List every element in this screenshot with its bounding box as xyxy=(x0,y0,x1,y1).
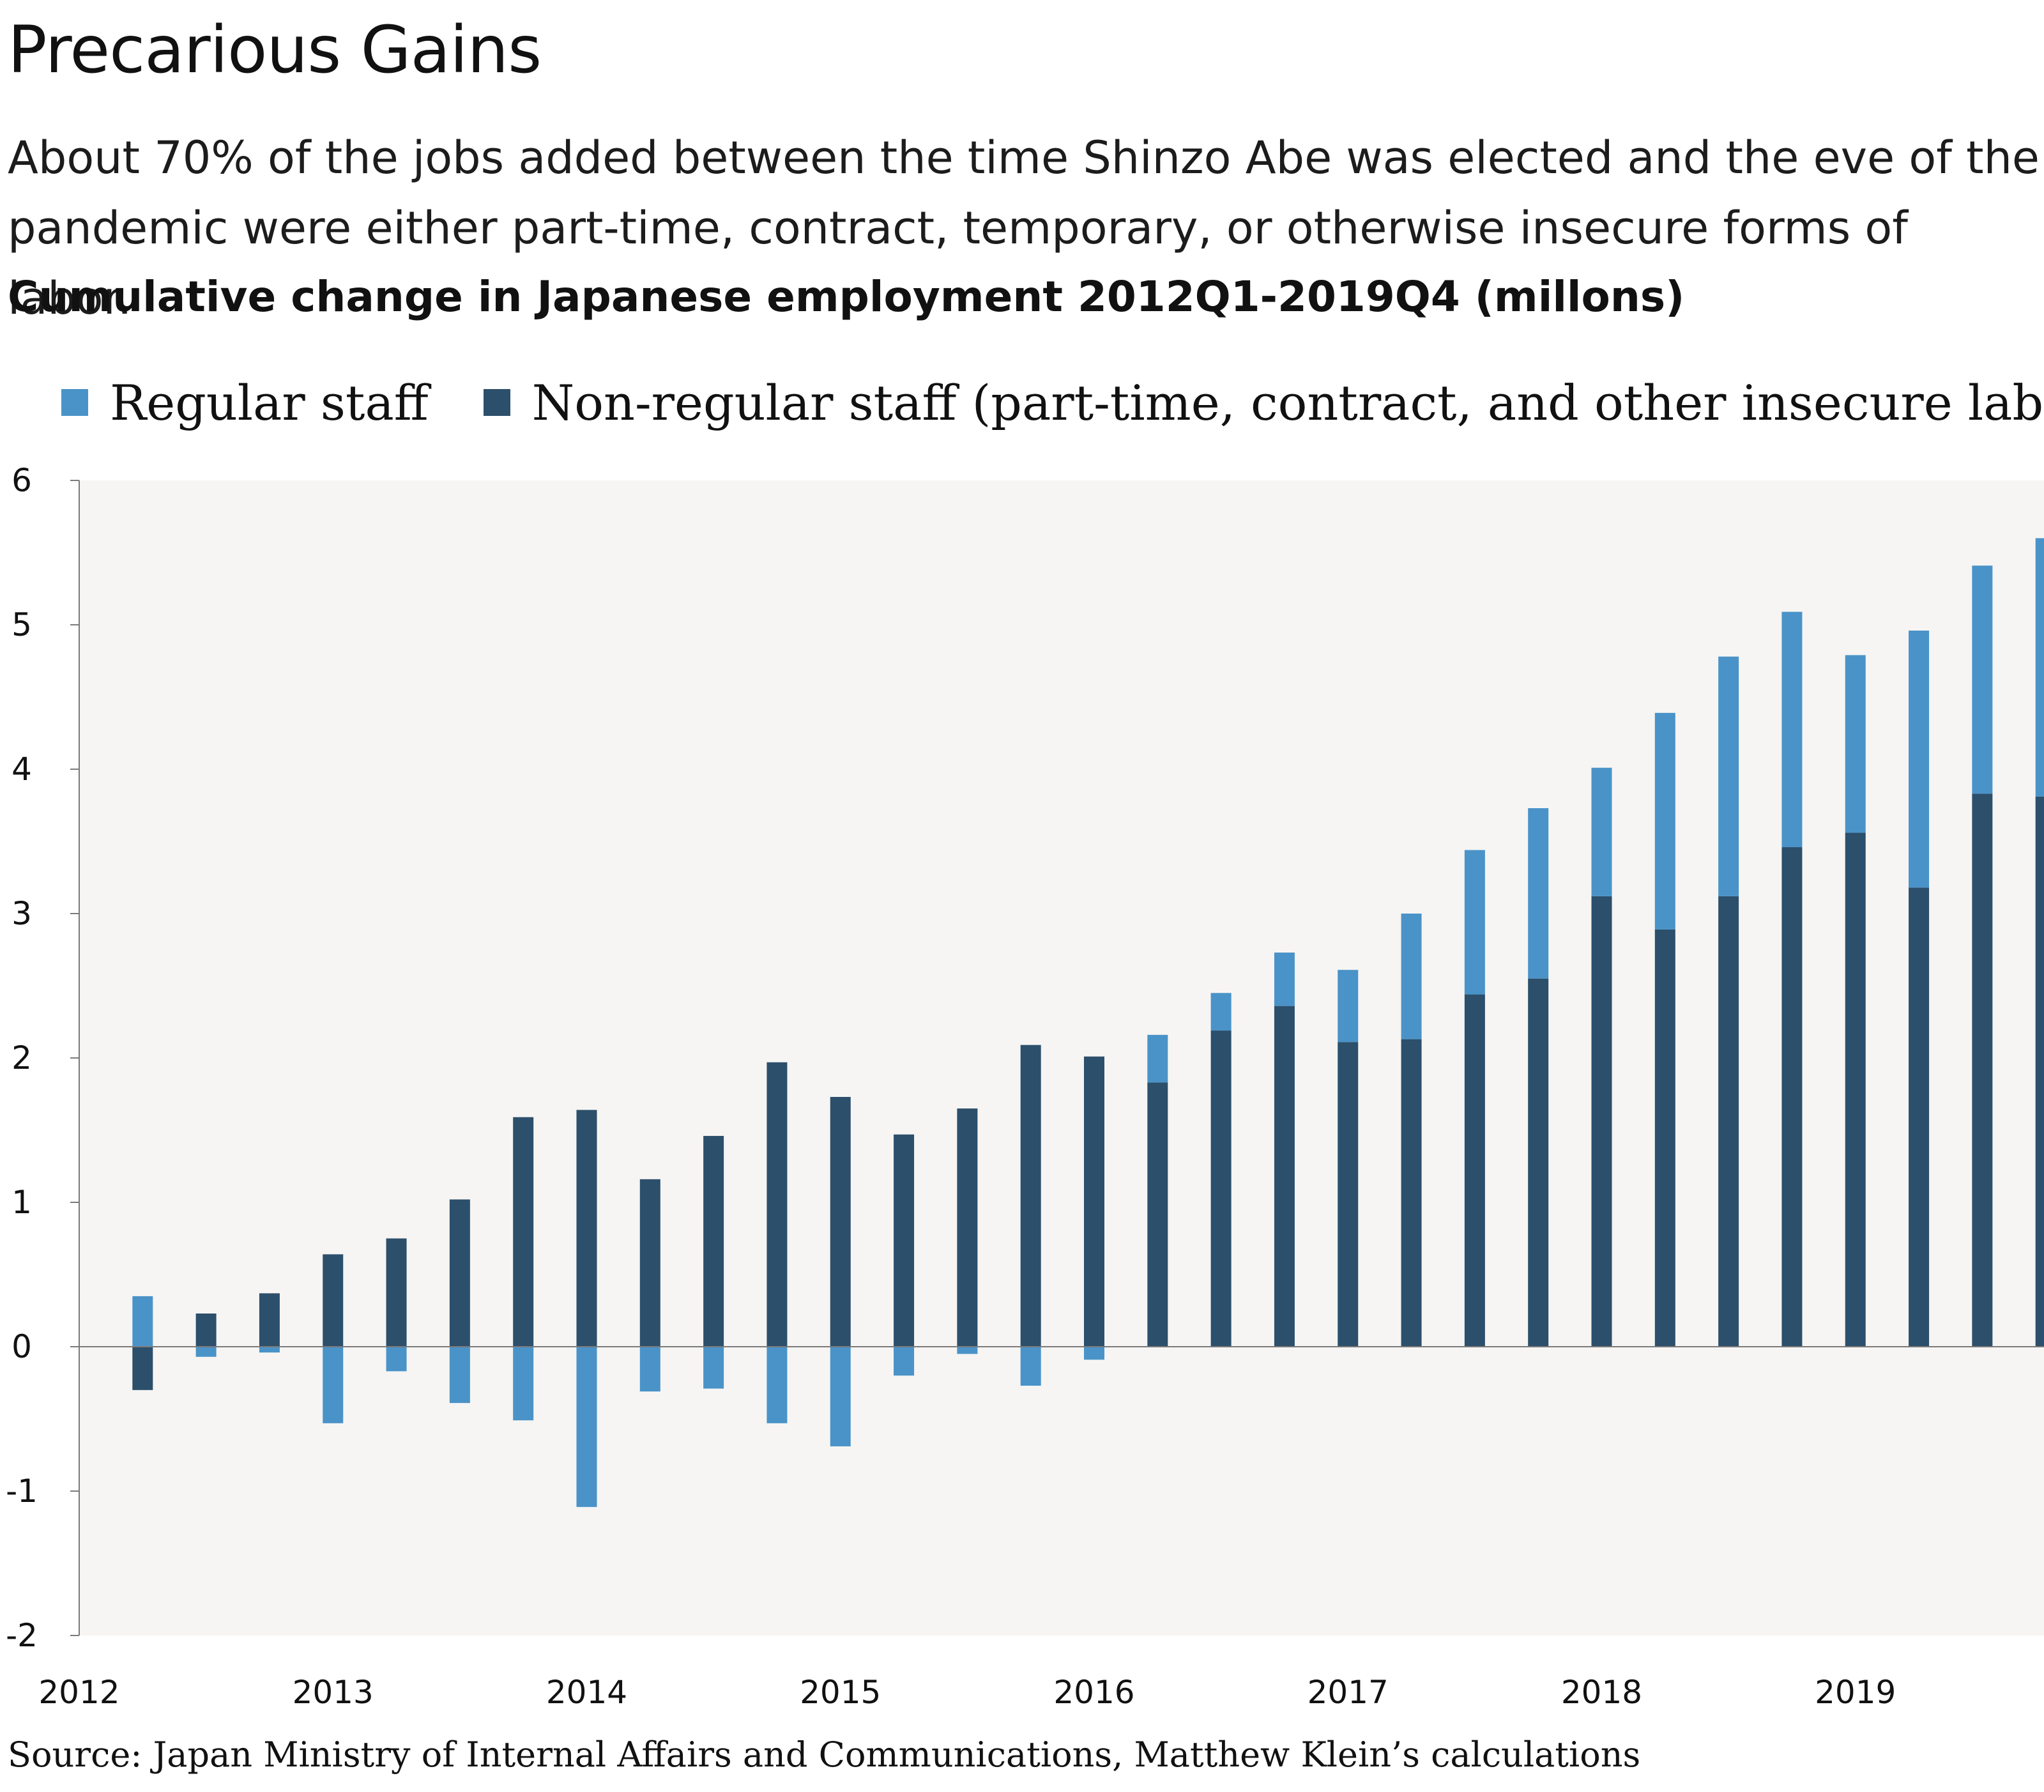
bar-regular xyxy=(1210,993,1232,1031)
legend: Regular staff Non-regular staff (part-ti… xyxy=(61,371,2044,434)
y-tick-label: 3 xyxy=(11,895,32,932)
bar-non-regular xyxy=(1909,887,1930,1347)
bar-regular xyxy=(132,1296,153,1347)
legend-label-regular: Regular staff xyxy=(110,374,429,431)
plot-area xyxy=(79,480,2044,1635)
chart-heading: Cumulative change in Japanese employment… xyxy=(8,272,1685,321)
bar-regular xyxy=(195,1347,217,1357)
bar-non-regular xyxy=(766,1062,788,1347)
bar-regular xyxy=(766,1347,788,1423)
legend-label-non-regular: Non-regular staff (part-time, contract, … xyxy=(531,374,2044,431)
bar-regular xyxy=(1274,953,1295,1006)
bar-regular xyxy=(1528,808,1549,979)
bar-regular xyxy=(513,1347,534,1421)
bar-regular xyxy=(1591,767,1612,896)
bar-non-regular xyxy=(576,1110,597,1347)
bar-non-regular xyxy=(1845,832,1866,1347)
y-tick-label: 4 xyxy=(11,751,32,788)
bar-non-regular xyxy=(1591,896,1612,1347)
y-tick-label: -1 xyxy=(6,1473,38,1510)
y-tick-label: 1 xyxy=(11,1184,32,1221)
bar-non-regular xyxy=(259,1293,280,1347)
bar-regular xyxy=(259,1347,280,1353)
y-tick-label: 6 xyxy=(11,462,32,499)
bar-regular xyxy=(2035,538,2044,797)
bar-non-regular xyxy=(1781,847,1803,1347)
bar-non-regular xyxy=(830,1097,851,1347)
bar-regular xyxy=(449,1347,470,1404)
bar-non-regular xyxy=(513,1117,534,1347)
legend-item-regular: Regular staff xyxy=(61,374,429,431)
bar-regular xyxy=(1845,655,1866,833)
bar-regular xyxy=(1909,631,1930,888)
bar-regular xyxy=(1020,1347,1041,1386)
y-tick-label: 5 xyxy=(11,606,32,643)
x-tick-label: 2019 xyxy=(1815,1674,1896,1711)
legend-swatch-non-regular xyxy=(483,389,510,416)
x-tick-label: 2017 xyxy=(1308,1674,1389,1711)
legend-swatch-regular xyxy=(61,389,88,416)
bar-non-regular xyxy=(1274,1006,1295,1347)
x-tick-label: 2016 xyxy=(1053,1674,1134,1711)
y-tick-label: 2 xyxy=(11,1039,32,1076)
chart-title: Precarious Gains xyxy=(8,12,542,88)
bar-regular xyxy=(1972,565,1993,794)
bar-regular xyxy=(1147,1034,1168,1083)
x-tick-label: 2013 xyxy=(293,1674,374,1711)
x-tick-label: 2015 xyxy=(800,1674,881,1711)
bar-regular xyxy=(639,1347,660,1392)
bar-regular xyxy=(1654,712,1675,930)
y-tick-label: 0 xyxy=(11,1328,32,1365)
bar-non-regular xyxy=(2035,796,2044,1347)
chart-subtitle: About 70% of the jobs added between the … xyxy=(8,132,2040,325)
bar-regular xyxy=(957,1347,978,1354)
bar-non-regular xyxy=(1147,1082,1168,1347)
bar-non-regular xyxy=(1401,1039,1422,1347)
x-tick-label: 2018 xyxy=(1561,1674,1642,1711)
bar-regular xyxy=(323,1347,344,1423)
source-note: Source: Japan Ministry of Internal Affai… xyxy=(8,1735,1641,1775)
bar-regular xyxy=(386,1347,407,1372)
bar-non-regular xyxy=(957,1108,978,1347)
legend-item-non-regular: Non-regular staff (part-time, contract, … xyxy=(483,374,2044,431)
bar-non-regular xyxy=(1718,896,1739,1347)
bar-non-regular xyxy=(1338,1042,1359,1347)
bar-non-regular xyxy=(132,1347,153,1390)
bar-non-regular xyxy=(1528,978,1549,1347)
bar-non-regular xyxy=(639,1179,660,1347)
bar-regular xyxy=(1781,611,1803,848)
bar-non-regular xyxy=(1210,1030,1232,1347)
bar-non-regular xyxy=(1654,929,1675,1347)
bar-regular xyxy=(1718,656,1739,896)
bar-regular xyxy=(1338,970,1359,1043)
bar-non-regular xyxy=(323,1254,344,1347)
bar-regular xyxy=(703,1347,724,1389)
bar-non-regular xyxy=(894,1134,915,1347)
bar-regular xyxy=(894,1347,915,1376)
bar-regular xyxy=(576,1347,597,1507)
bar-non-regular xyxy=(703,1136,724,1347)
bar-non-regular xyxy=(386,1238,407,1347)
bar-non-regular xyxy=(1084,1056,1104,1347)
bar-regular xyxy=(830,1347,851,1446)
bar-regular xyxy=(1464,850,1485,995)
bar-non-regular xyxy=(1464,994,1485,1347)
bar-non-regular xyxy=(195,1313,217,1347)
bar-non-regular xyxy=(449,1199,470,1347)
bar-non-regular xyxy=(1020,1045,1041,1347)
x-tick-label: 2012 xyxy=(38,1674,119,1711)
bar-non-regular xyxy=(1972,793,1993,1347)
bar-regular xyxy=(1401,914,1422,1039)
x-tick-label: 2014 xyxy=(546,1674,627,1711)
y-tick-label: -2 xyxy=(6,1617,38,1654)
bar-regular xyxy=(1084,1347,1104,1360)
